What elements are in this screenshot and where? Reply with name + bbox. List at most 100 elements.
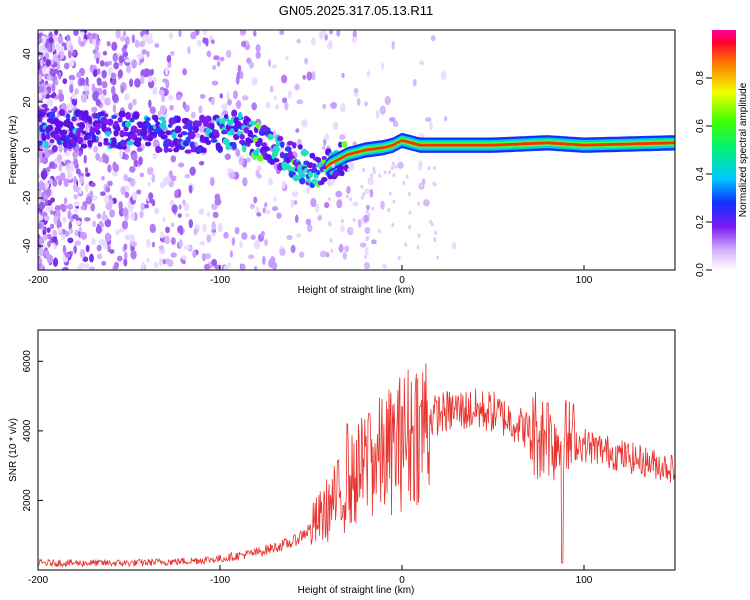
spectrogram-speckle <box>92 92 99 102</box>
spectrogram-speckle <box>85 76 89 85</box>
colorbar-tick-label: 0.4 <box>695 167 706 181</box>
spectrogram-speckle <box>195 133 201 139</box>
spectrogram-ridge-blob <box>125 111 131 120</box>
spectrogram-speckle <box>159 104 167 115</box>
spectrogram-speckle <box>311 71 316 81</box>
spectrogram-speckle <box>214 264 221 270</box>
spectrogram-speckle <box>330 102 338 109</box>
spectrogram-speckle <box>111 72 116 78</box>
spectrogram-speckle <box>112 163 120 173</box>
spectrogram-speckle <box>304 57 308 65</box>
spectrogram-speckle <box>124 93 130 101</box>
spectrogram-speckle <box>52 235 58 243</box>
spectrogram-speckle <box>375 109 380 119</box>
spectrogram-ridge-blob <box>213 129 219 137</box>
spectrogram-speckle <box>240 40 247 48</box>
spectrogram-ridge-blob <box>277 135 284 142</box>
spectrogram-speckle <box>199 93 206 99</box>
spectrogram-speckle <box>84 124 89 134</box>
figure-title: GN05.2025.317.05.13.R11 <box>279 3 433 18</box>
spectrogram-ridge-blob <box>193 125 199 133</box>
spectrogram-speckle <box>199 125 206 133</box>
spectrogram-speckle <box>235 100 242 109</box>
spectrogram-speckle <box>451 242 457 250</box>
spectrogram-speckle <box>391 223 395 228</box>
spectrogram-speckle <box>171 204 178 214</box>
spectrogram-speckle <box>67 172 73 181</box>
spectrogram-speckle <box>119 36 126 42</box>
spectrogram-speckle <box>203 263 211 270</box>
spectrogram-speckle <box>56 153 63 163</box>
spectrogram-speckle <box>38 190 43 198</box>
spectrogram-speckle <box>90 182 96 188</box>
spectrogram-speckle <box>321 30 327 37</box>
spectrogram-speckle <box>41 243 45 249</box>
spectrogram-speckle <box>91 195 98 201</box>
snr-x-label: Height of straight line (km) <box>298 585 415 596</box>
spectrogram-speckle <box>52 68 59 74</box>
spectrogram-speckle <box>204 253 212 260</box>
spectrogram-speckle <box>331 163 335 168</box>
spectrogram-speckle <box>100 93 105 102</box>
spectrogram-speckle <box>118 228 125 233</box>
spectrogram-speckle <box>273 95 277 101</box>
spectrogram-speckle <box>286 234 293 241</box>
spectrogram-x-ticks: -200 -100 0 100 <box>28 265 593 286</box>
spectrogram-speckle <box>89 253 94 263</box>
spectrogram-speckle <box>345 194 349 199</box>
spectrogram-speckle <box>170 237 176 245</box>
spectrogram-speckle <box>124 58 131 63</box>
spectrogram-speckle <box>217 222 223 233</box>
spectrogram-ridge-blob <box>95 129 101 135</box>
spectrogram-ridge-blob <box>197 148 204 154</box>
spectrogram-speckle <box>424 117 432 123</box>
spectrogram-speckle <box>377 229 381 234</box>
spectrogram-speckle <box>38 45 45 53</box>
spectrogram-speckle <box>392 120 399 127</box>
spectrogram-speckle <box>360 195 364 200</box>
spectrogram-speckle <box>108 199 114 207</box>
spectrogram-speckle <box>119 149 123 159</box>
spectrogram-speckle <box>314 203 320 213</box>
spectrogram-speckle <box>443 116 448 122</box>
spectrogram-speckle <box>162 217 166 222</box>
spectrogram-speckle <box>185 212 190 218</box>
spectrogram-speckle <box>402 180 406 185</box>
spectrogram-ridge-blob <box>221 126 227 132</box>
spectrogram-speckle <box>231 237 236 246</box>
spectrogram-speckle <box>160 231 165 239</box>
spectrogram-speckle <box>384 95 391 106</box>
spectrogram-speckle <box>372 170 376 175</box>
spectrogram-speckle <box>74 88 79 95</box>
spectrogram-ridge-blob <box>262 145 270 152</box>
spectrogram-speckle <box>118 200 123 210</box>
spectrogram-speckle <box>59 203 66 211</box>
spectrogram-speckle <box>111 41 118 52</box>
spectrogram-speckle <box>366 70 371 78</box>
spectrogram-speckle <box>182 68 187 76</box>
spectrogram-speckle <box>136 53 143 59</box>
spectrogram-speckle <box>267 59 272 68</box>
spectrogram-speckle <box>394 164 398 169</box>
spectrogram-y-label: Frequency (Hz) <box>8 116 19 185</box>
spectrogram-speckle <box>132 98 137 106</box>
spectrogram-ridge-blob <box>115 126 121 132</box>
spectrogram-speckle <box>66 102 74 111</box>
spectrogram-speckle <box>124 234 131 241</box>
spectrogram-speckle <box>113 61 120 70</box>
spectrogram-speckle <box>98 220 103 227</box>
spectrogram-speckle <box>38 258 43 264</box>
spectrogram-speckle <box>112 104 117 113</box>
snr-x-tick-label: 0 <box>399 575 405 586</box>
spectrogram-speckle <box>346 185 351 194</box>
spectrogram-ridge-blob <box>89 126 95 134</box>
spectrogram-speckle <box>125 36 130 46</box>
spectrogram-speckle <box>196 39 202 47</box>
spectrogram-ridge-blob <box>100 116 108 125</box>
spectrogram-speckle <box>310 197 317 208</box>
spectrogram-speckle <box>51 145 58 153</box>
spectrogram-ridge-blob <box>248 120 256 126</box>
spectrogram-speckle <box>305 218 312 226</box>
spectrogram-speckle <box>342 252 348 260</box>
spectrogram-speckle <box>148 75 153 83</box>
